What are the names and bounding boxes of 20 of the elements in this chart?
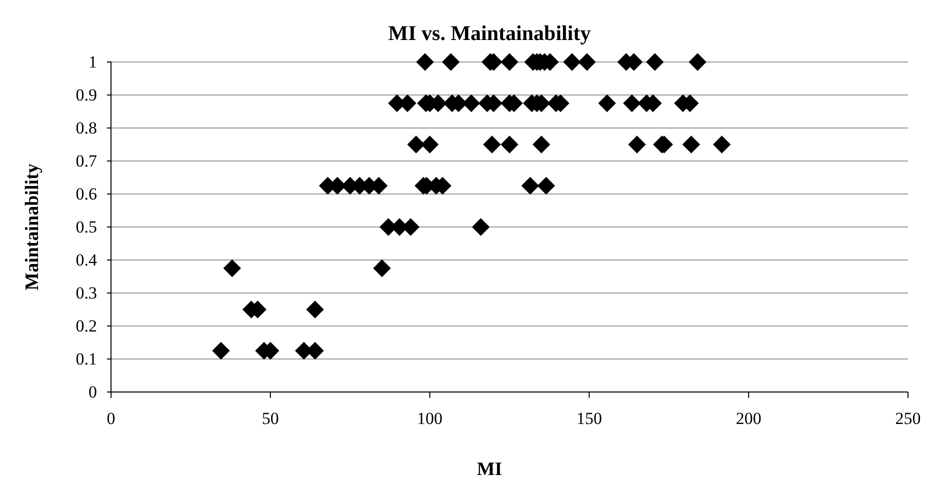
y-tick-label: 0.3 — [76, 283, 97, 302]
chart-title: MI vs. Maintainability — [388, 21, 592, 45]
y-tick-label: 0 — [88, 382, 97, 402]
x-tick-label: 0 — [106, 409, 116, 428]
y-tick-label: 0.9 — [76, 85, 97, 104]
x-tick-label: 150 — [576, 409, 602, 428]
y-tick-label: 1 — [88, 52, 97, 72]
x-tick-label: 50 — [262, 409, 279, 428]
y-axis-title: Maintainability — [22, 163, 43, 290]
y-tick-label: 0.4 — [76, 250, 98, 270]
y-tick-label: 0.6 — [76, 184, 97, 204]
y-tick-label: 0.7 — [76, 151, 98, 170]
y-tick-label: 0.5 — [76, 217, 97, 236]
x-axis-title: MI — [476, 459, 502, 480]
y-tick-label: 0.8 — [76, 118, 97, 138]
x-tick-label: 100 — [417, 409, 443, 428]
y-tick-label: 0.2 — [76, 316, 97, 336]
y-tick-label: 0.1 — [76, 349, 97, 368]
x-tick-label: 200 — [736, 409, 762, 428]
x-tick-label: 250 — [895, 409, 921, 428]
